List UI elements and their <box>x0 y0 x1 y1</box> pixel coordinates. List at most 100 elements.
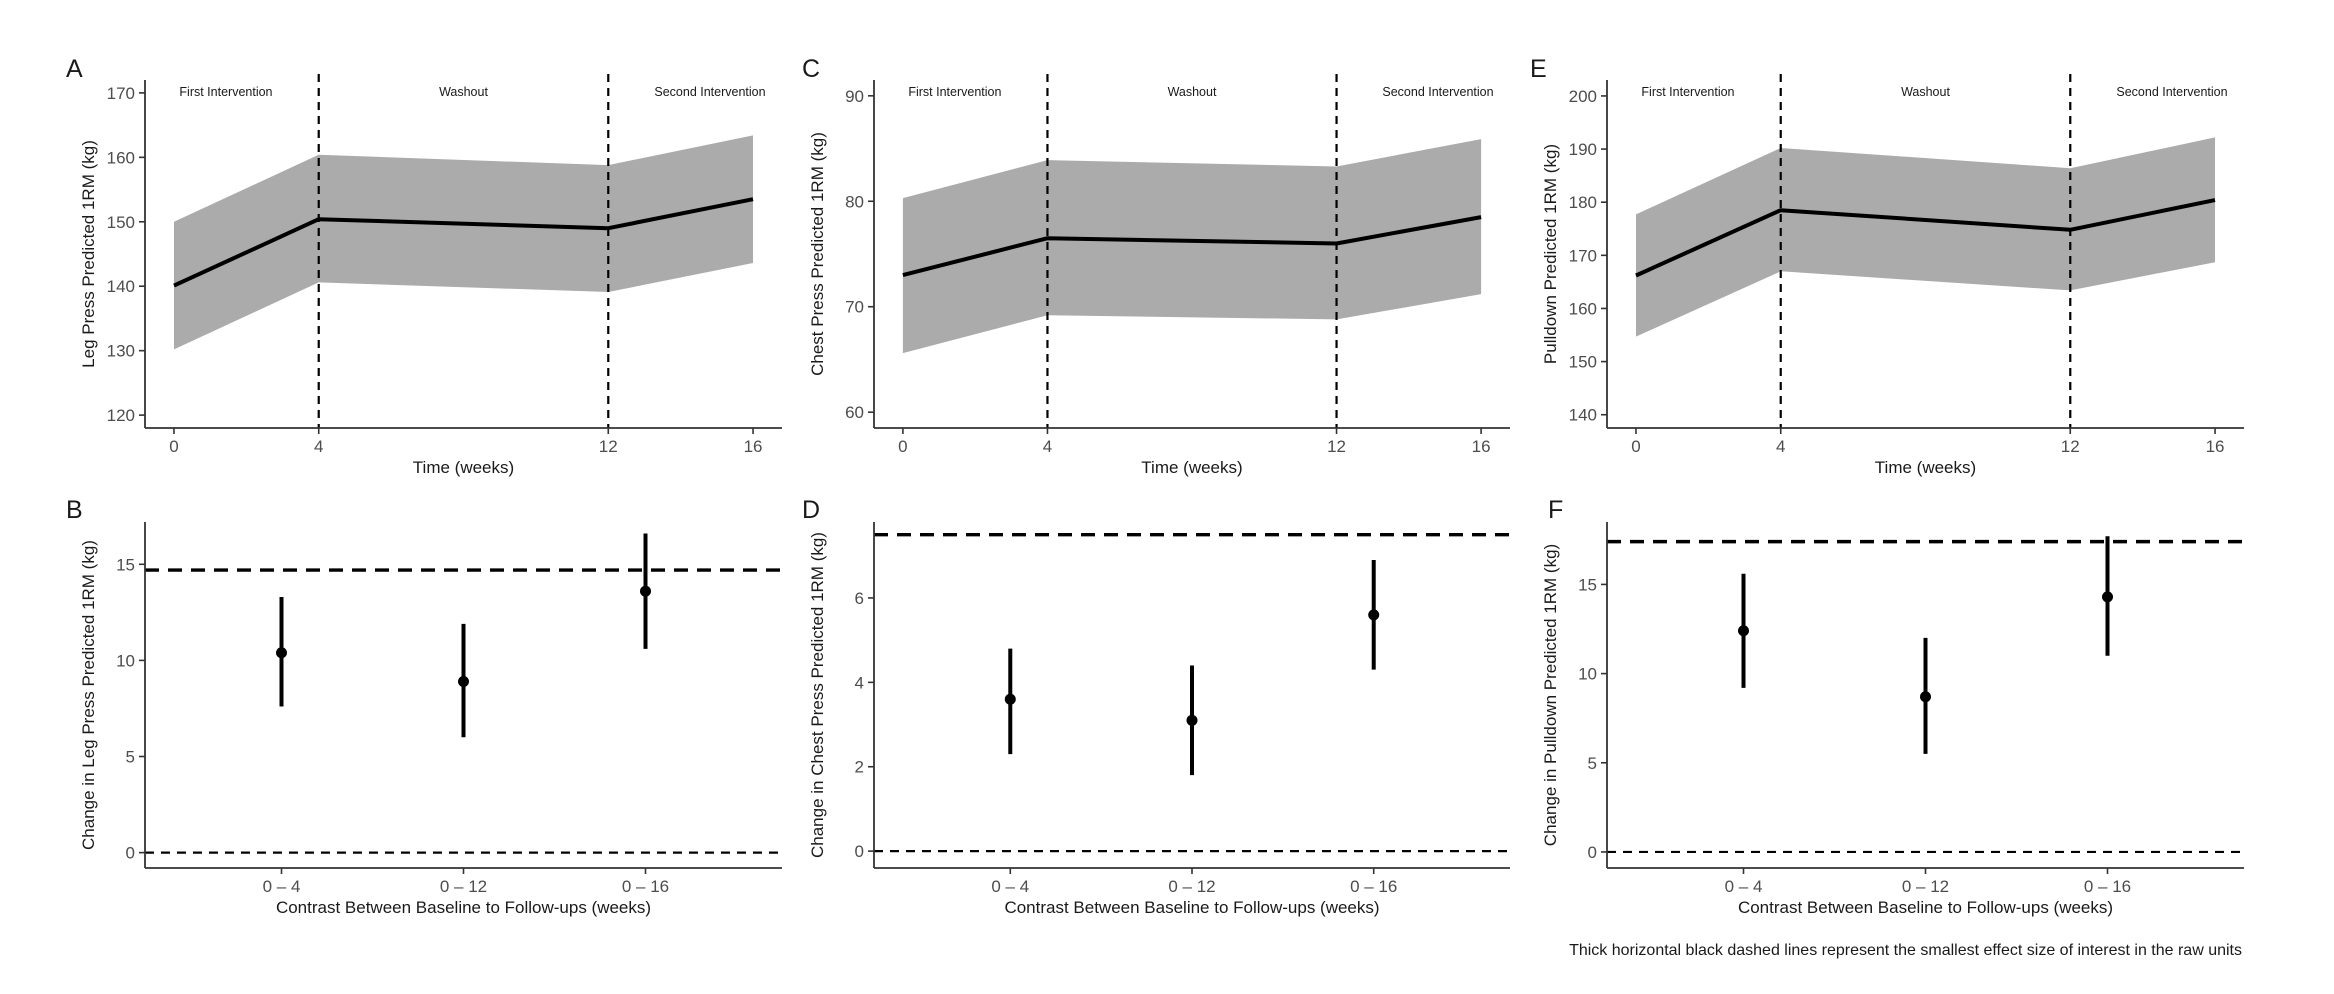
x-tick-label: 0 – 16 <box>1350 877 1397 896</box>
y-axis-title: Chest Press Predicted 1RM (kg) <box>808 132 827 376</box>
x-axis-title: Time (weeks) <box>1875 458 1976 477</box>
point-estimate <box>458 676 469 688</box>
y-tick-label: 6 <box>855 589 864 608</box>
phase-label: First Intervention <box>908 85 1001 99</box>
x-tick-label: 0 – 16 <box>622 877 669 896</box>
x-tick-label: 0 – 12 <box>1902 877 1949 896</box>
y-tick-label: 60 <box>845 403 864 422</box>
x-tick-label: 4 <box>1776 437 1785 456</box>
panel-letter: F <box>1548 496 1563 524</box>
y-tick-label: 150 <box>1569 353 1597 372</box>
panel-e: First Intervention Washout Second Interven… <box>1530 55 2244 477</box>
x-tick-label: 16 <box>2206 437 2225 456</box>
y-tick-label: 4 <box>855 673 864 692</box>
x-axis-title: Contrast Between Baseline to Follow-ups … <box>1738 898 2113 917</box>
y-tick-label: 160 <box>1569 299 1597 318</box>
phase-label: Second Intervention <box>2116 85 2227 99</box>
point-estimate <box>2102 591 2113 603</box>
x-axis-title: Time (weeks) <box>1141 458 1242 477</box>
panel-letter: B <box>66 496 83 524</box>
panel-letter: C <box>802 55 820 83</box>
phase-label: Washout <box>439 85 488 99</box>
panel-b: 0 – 4 0 – 12 0 – 16 0 5 10 15 Contrast Between … <box>66 496 782 917</box>
y-tick-label: 5 <box>126 748 135 767</box>
point-estimate <box>1920 691 1931 703</box>
y-tick-label: 10 <box>116 651 135 670</box>
y-tick-label: 70 <box>845 298 864 317</box>
x-axis-title: Time (weeks) <box>413 458 514 477</box>
phase-label: Second Intervention <box>654 85 765 99</box>
panel-a: First Intervention Washout Second Interven… <box>66 55 782 477</box>
point-estimate <box>276 647 287 659</box>
y-axis-title: Pulldown Predicted 1RM (kg) <box>1541 144 1560 364</box>
point-estimate <box>1186 714 1198 726</box>
mean-line <box>173 197 754 288</box>
confidence-ribbon <box>902 139 1482 354</box>
y-tick-label: 150 <box>107 213 135 232</box>
y-tick-label: 140 <box>107 277 135 296</box>
y-tick-label: 80 <box>845 192 864 211</box>
point-estimate <box>1004 693 1016 705</box>
x-tick-label: 4 <box>314 437 323 456</box>
y-tick-label: 170 <box>107 84 135 103</box>
y-tick-label: 0 <box>855 842 864 861</box>
x-tick-label: 16 <box>1472 437 1491 456</box>
y-tick-label: 10 <box>1578 665 1597 684</box>
point-estimate <box>1738 625 1749 637</box>
x-tick-label: 12 <box>1327 437 1346 456</box>
y-tick-label: 120 <box>107 406 135 425</box>
x-axis-title: Contrast Between Baseline to Follow-ups … <box>1004 898 1379 917</box>
x-tick-label: 0 – 12 <box>1168 877 1215 896</box>
phase-label: Second Intervention <box>1382 85 1493 99</box>
x-tick-label: 0 – 12 <box>440 877 487 896</box>
x-tick-label: 0 – 4 <box>263 877 301 896</box>
x-tick-label: 0 – 4 <box>991 877 1029 896</box>
y-tick-label: 170 <box>1569 246 1597 265</box>
y-tick-label: 0 <box>126 844 135 863</box>
phase-label: First Intervention <box>179 85 272 99</box>
y-tick-label: 200 <box>1569 87 1597 106</box>
panels: First Intervention Washout Second Interven… <box>66 55 2244 917</box>
mean-line <box>1635 198 2216 278</box>
panel-c: First Intervention Washout Second Interven… <box>802 55 1510 477</box>
point-estimate <box>1368 609 1380 621</box>
panel-letter: D <box>802 496 820 524</box>
point-estimate <box>640 585 651 597</box>
y-tick-label: 2 <box>855 758 864 777</box>
y-tick-label: 130 <box>107 342 135 361</box>
y-tick-label: 160 <box>107 148 135 167</box>
phase-label: Washout <box>1168 85 1217 99</box>
x-tick-label: 0 <box>169 437 178 456</box>
panel-letter: E <box>1530 55 1547 83</box>
x-tick-label: 4 <box>1043 437 1052 456</box>
x-tick-label: 0 – 4 <box>1725 877 1763 896</box>
x-tick-label: 0 <box>1631 437 1640 456</box>
y-tick-label: 140 <box>1569 406 1597 425</box>
x-tick-label: 12 <box>599 437 618 456</box>
panel-f: 0 – 4 0 – 12 0 – 16 0 5 10 15 Contrast Between … <box>1541 496 2244 917</box>
x-axis-title: Contrast Between Baseline to Follow-ups … <box>276 898 651 917</box>
phase-label: Washout <box>1901 85 1950 99</box>
y-tick-label: 15 <box>1578 575 1597 594</box>
x-tick-label: 16 <box>744 437 763 456</box>
confidence-ribbon <box>174 135 753 350</box>
x-tick-label: 12 <box>2061 437 2080 456</box>
figure-caption: Thick horizontal black dashed lines repr… <box>1569 942 2242 959</box>
y-tick-label: 90 <box>845 87 864 106</box>
y-tick-label: 180 <box>1569 193 1597 212</box>
y-axis-title: Change in Chest Press Predicted 1RM (kg) <box>808 532 827 858</box>
panel-letter: A <box>66 55 83 83</box>
mean-line <box>902 215 1482 278</box>
y-tick-label: 0 <box>1588 843 1597 862</box>
x-tick-label: 0 <box>898 437 907 456</box>
x-tick-label: 0 – 16 <box>2084 877 2131 896</box>
y-tick-label: 15 <box>116 555 135 574</box>
y-tick-label: 5 <box>1588 754 1597 773</box>
y-axis-title: Leg Press Predicted 1RM (kg) <box>79 140 98 368</box>
y-tick-label: 190 <box>1569 140 1597 159</box>
y-axis-title: Change in Leg Press Predicted 1RM (kg) <box>79 540 98 850</box>
panel-d: 0 – 4 0 – 12 0 – 16 0 2 4 6 Contrast Between Ba… <box>802 496 1510 917</box>
phase-label: First Intervention <box>1641 85 1734 99</box>
y-axis-title: Change in Pulldown Predicted 1RM (kg) <box>1541 544 1560 846</box>
